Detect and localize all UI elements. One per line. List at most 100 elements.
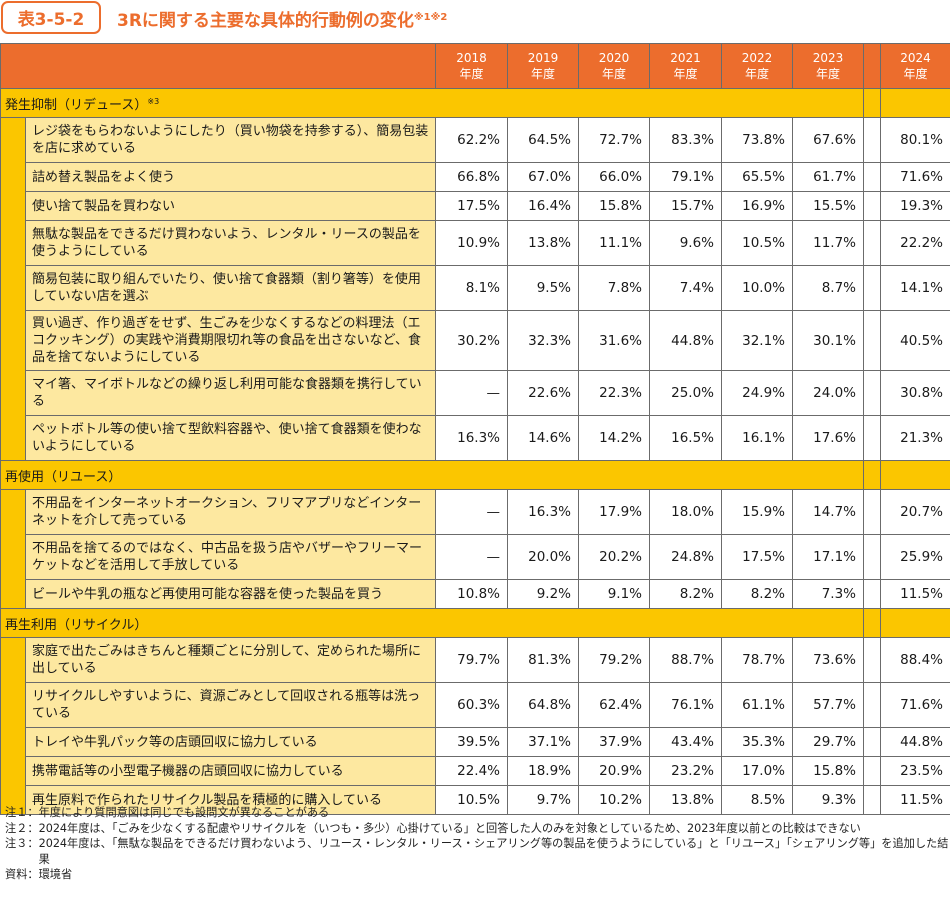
category-cell <box>880 460 950 490</box>
behavior-table: 2018 年度 2019 年度 2020 年度 2021 年度 2022 年度 2023 年… <box>0 43 950 815</box>
table-title: 3Rに関する主要な具体的行動例の変化※1※2 <box>117 6 447 31</box>
value-cell: 21.3% <box>880 415 950 461</box>
value-cell: 88.7% <box>649 637 722 683</box>
row-label: 携帯電話等の小型電子機器の店頭回収に協力している <box>25 756 436 786</box>
value-cell: 44.8% <box>649 310 722 371</box>
category-gap <box>863 460 881 490</box>
table-title-text: 3Rに関する主要な具体的行動例の変化 <box>117 11 414 31</box>
value-cell: — <box>435 370 508 416</box>
value-cell: 83.3% <box>649 117 722 163</box>
value-cell: 20.7% <box>880 489 950 535</box>
value-cell: 9.6% <box>649 220 722 266</box>
value-cell: 23.5% <box>880 756 950 786</box>
category-indent <box>0 637 26 815</box>
value-cell: 22.3% <box>578 370 650 416</box>
column-gap <box>863 489 881 535</box>
column-gap <box>863 191 881 221</box>
value-cell: 62.4% <box>578 682 650 728</box>
value-cell: 73.8% <box>721 117 793 163</box>
category-label: 発生抑制（リデュース）※3 <box>0 88 864 118</box>
value-cell: 67.0% <box>507 162 579 192</box>
value-cell: 37.1% <box>507 727 579 757</box>
category-row: 再使用（リユース） <box>0 460 950 490</box>
table-row: 不用品を捨てるのではなく、中古品を扱う店やバザーやフリーマーケットなどを活用して… <box>1 534 950 580</box>
value-cell: 29.7% <box>792 727 864 757</box>
column-gap <box>863 162 881 192</box>
value-cell: 80.1% <box>880 117 950 163</box>
column-gap <box>863 117 881 163</box>
value-cell: 18.0% <box>649 489 722 535</box>
row-label: 無駄な製品をできるだけ買わないよう、レンタル・リースの製品を使うようにしている <box>25 220 436 266</box>
value-cell: 67.6% <box>792 117 864 163</box>
value-cell: 16.3% <box>507 489 579 535</box>
value-cell: 30.2% <box>435 310 508 371</box>
value-cell: 17.0% <box>721 756 793 786</box>
value-cell: 9.7% <box>507 785 579 815</box>
value-cell: 9.1% <box>578 579 650 609</box>
value-cell: 25.9% <box>880 534 950 580</box>
value-cell: 31.6% <box>578 310 650 371</box>
value-cell: 14.2% <box>578 415 650 461</box>
table-row: 詰め替え製品をよく使う 66.8% 67.0% 66.0% 79.1% 65.5% 61.7… <box>1 162 950 192</box>
category-label: 再生利用（リサイクル） <box>0 608 864 638</box>
header-gap <box>863 43 881 89</box>
row-label: 不用品を捨てるのではなく、中古品を扱う店やバザーやフリーマーケットなどを活用して… <box>25 534 436 580</box>
row-label: ペットボトル等の使い捨て型飲料容器や、使い捨て食器類を使わないようにしている <box>25 415 436 461</box>
value-cell: 61.7% <box>792 162 864 192</box>
column-gap <box>863 727 881 757</box>
value-cell: 24.0% <box>792 370 864 416</box>
category-indent <box>0 117 26 461</box>
value-cell: 72.7% <box>578 117 650 163</box>
value-cell: 9.5% <box>507 265 579 311</box>
value-cell: 8.7% <box>792 265 864 311</box>
value-cell: 24.8% <box>649 534 722 580</box>
row-label: 使い捨て製品を買わない <box>25 191 436 221</box>
category-label: 再使用（リユース） <box>0 460 864 490</box>
column-gap <box>863 534 881 580</box>
value-cell: 7.8% <box>578 265 650 311</box>
table-title-bar: 表3-5-2 3Rに関する主要な具体的行動例の変化※1※2 <box>0 0 950 36</box>
row-label: マイ箸、マイボトルなどの繰り返し利用可能な食器類を携行している <box>25 370 436 416</box>
row-label: 簡易包装に取り組んでいたり、使い捨て食器類（割り箸等）を使用していない店を選ぶ <box>25 265 436 311</box>
value-cell: 22.2% <box>880 220 950 266</box>
value-cell: 13.8% <box>649 785 722 815</box>
year-header: 2023 年度 <box>792 43 864 89</box>
year-header: 2018 年度 <box>435 43 508 89</box>
value-cell: 17.5% <box>435 191 508 221</box>
column-gap <box>863 756 881 786</box>
value-cell: 64.8% <box>507 682 579 728</box>
value-cell: 14.1% <box>880 265 950 311</box>
value-cell: 8.1% <box>435 265 508 311</box>
value-cell: — <box>435 534 508 580</box>
value-cell: 22.6% <box>507 370 579 416</box>
table-row: 再生原料で作られたリサイクル製品を積極的に購入している 10.5% 9.7% 10.2… <box>1 785 950 815</box>
category-gap <box>863 608 881 638</box>
table-title-sup: ※1※2 <box>413 12 448 23</box>
category-gap <box>863 88 881 118</box>
year-header: 2021 年度 <box>649 43 722 89</box>
table-row: ビールや牛乳の瓶など再使用可能な容器を使った製品を買う 10.8% 9.2% 9.1%… <box>1 579 950 609</box>
column-gap <box>863 370 881 416</box>
column-gap <box>863 220 881 266</box>
category-indent <box>0 489 26 609</box>
row-label: 家庭で出たごみはきちんと種類ごとに分別して、定められた場所に出している <box>25 637 436 683</box>
value-cell: 11.7% <box>792 220 864 266</box>
value-cell: 8.5% <box>721 785 793 815</box>
value-cell: 79.1% <box>649 162 722 192</box>
value-cell: 60.3% <box>435 682 508 728</box>
value-cell: 39.5% <box>435 727 508 757</box>
table-row: 使い捨て製品を買わない 17.5% 16.4% 15.8% 15.7% 16.9% 15.5… <box>1 191 950 221</box>
value-cell: 22.4% <box>435 756 508 786</box>
column-gap <box>863 785 881 815</box>
column-gap <box>863 579 881 609</box>
row-label: 買い過ぎ、作り過ぎをせず、生ごみを少なくするなどの料理法（エコクッキング）の実践… <box>25 310 436 371</box>
row-label: レジ袋をもらわないようにしたり（買い物袋を持参する）、簡易包装を店に求めている <box>25 117 436 163</box>
value-cell: 16.9% <box>721 191 793 221</box>
header-row: 2018 年度 2019 年度 2020 年度 2021 年度 2022 年度 2023 年… <box>0 43 950 89</box>
column-gap <box>863 265 881 311</box>
value-cell: 13.8% <box>507 220 579 266</box>
value-cell: 11.5% <box>880 579 950 609</box>
value-cell: 14.7% <box>792 489 864 535</box>
value-cell: 78.7% <box>721 637 793 683</box>
value-cell: 37.9% <box>578 727 650 757</box>
